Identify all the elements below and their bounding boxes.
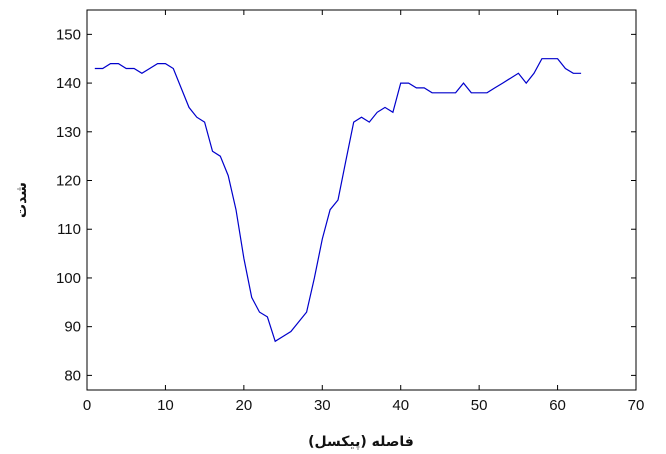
y-axis: 80 90 100 110 120 130 140 150	[56, 26, 636, 384]
x-tick-label: 20	[236, 397, 253, 414]
y-axis-label: شدت	[14, 182, 30, 218]
y-tick-label: 110	[57, 221, 81, 238]
x-tick-label: 30	[314, 397, 331, 414]
x-tick-label: 50	[471, 397, 488, 414]
y-tick-label: 130	[56, 124, 81, 141]
y-tick-label: 100	[56, 270, 81, 287]
y-tick-label: 120	[56, 173, 81, 190]
x-tick-label: 40	[392, 397, 409, 414]
x-tick-label: 0	[83, 397, 91, 414]
y-tick-label: 90	[64, 319, 81, 336]
y-tick-label: 140	[56, 75, 81, 92]
plot-frame	[86, 9, 637, 391]
y-tick-label: 80	[64, 367, 81, 384]
x-tick-label: 70	[628, 397, 645, 414]
x-tick-label: 10	[157, 397, 174, 414]
y-tick-label: 150	[56, 26, 81, 43]
x-axis: 0 10 20 30 40 50 60 70	[83, 10, 645, 414]
x-axis-label: فاصله (پیکسل)	[308, 434, 414, 450]
x-tick-label: 60	[549, 397, 566, 414]
intensity-series-line	[94, 58, 582, 343]
